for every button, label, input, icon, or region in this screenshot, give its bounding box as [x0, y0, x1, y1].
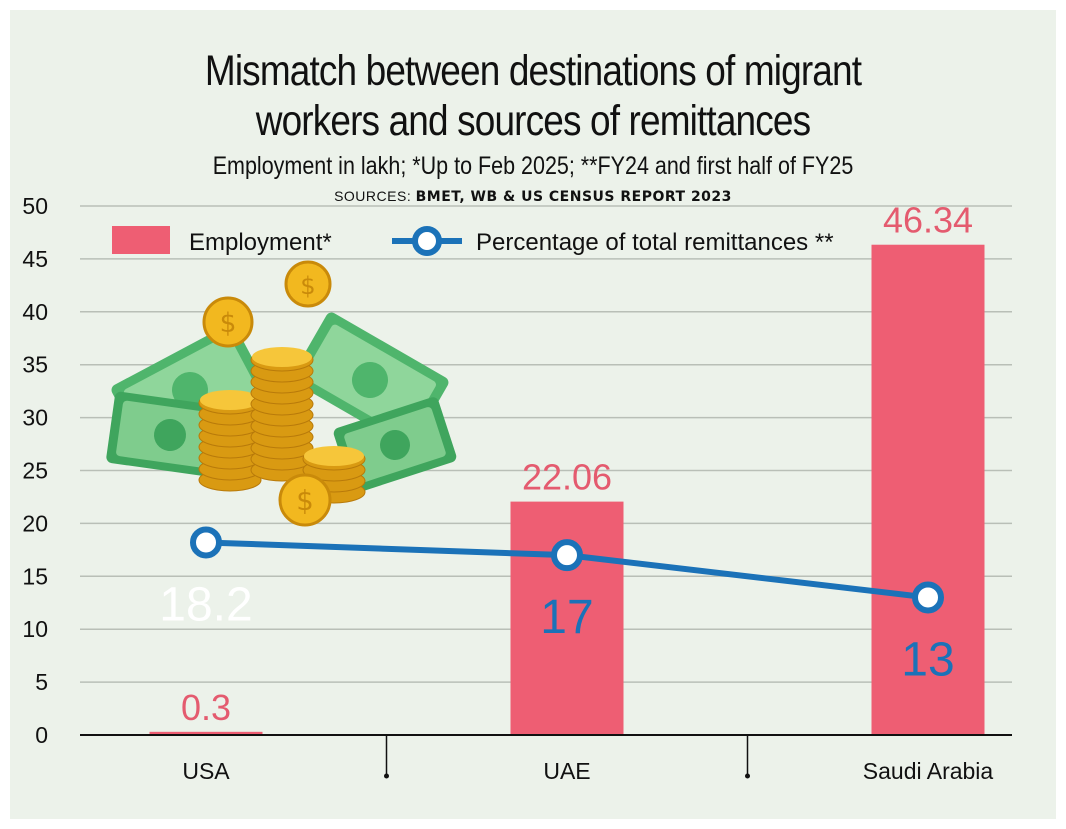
line-value-label: 17 — [540, 591, 593, 644]
title-line-1: Mismatch between destinations of migrant — [204, 47, 862, 95]
sources-names: BMET, WB & US CENSUS REPORT 2023 — [415, 189, 732, 205]
y-axis-ticks: 0 5 10 15 20 25 30 35 40 45 50 — [22, 193, 48, 748]
x-tick-label: UAE — [543, 758, 590, 784]
legend: Employment* Percentage of total remittan… — [112, 226, 834, 256]
bar-usa — [149, 731, 263, 735]
title-line-2: workers and sources of remittances — [255, 97, 811, 145]
y-tick-label: 45 — [22, 246, 48, 272]
y-tick-label: 15 — [22, 563, 48, 589]
line-value-label: 13 — [901, 633, 954, 686]
bar-value-labels: 0.3 22.06 46.34 — [181, 200, 973, 728]
y-tick-label: 20 — [22, 510, 48, 536]
x-axis-separator-dot — [384, 773, 389, 779]
chart-subtitle: Employment in lakh; *Up to Feb 2025; **F… — [212, 152, 854, 180]
coin-top — [252, 347, 312, 367]
legend-line-marker — [412, 226, 442, 256]
y-tick-label: 50 — [22, 193, 48, 219]
y-tick-label: 35 — [22, 352, 48, 378]
bar-series — [149, 244, 985, 736]
sources-note: SOURCES: BMET, WB & US CENSUS REPORT 202… — [0, 188, 1066, 205]
y-tick-label: 30 — [22, 405, 48, 431]
sources-prefix: SOURCES: — [334, 188, 416, 204]
y-tick-label: 25 — [22, 458, 48, 484]
line-point-uae — [551, 539, 583, 572]
bar-saudi-arabia — [871, 244, 985, 736]
coin — [278, 473, 332, 527]
bar-value-label: 46.34 — [883, 200, 973, 241]
legend-bar-label: Employment* — [189, 229, 332, 256]
x-tick-label: Saudi Arabia — [863, 758, 994, 784]
chart-title: Mismatch between destinations of migrant… — [126, 46, 940, 146]
x-axis: USA UAE Saudi Arabia — [80, 734, 1012, 784]
money-cash-coins-icon: $ $ $ — [106, 260, 457, 527]
line-series — [190, 526, 944, 614]
dollar-sign: $ — [220, 308, 237, 339]
x-axis-separator-dot — [745, 773, 750, 779]
y-tick-label: 40 — [22, 299, 48, 325]
legend-line-label: Percentage of total remittances ** — [476, 229, 834, 256]
line-point-saudi-arabia — [912, 581, 944, 614]
line-value-label: 18.2 — [159, 578, 252, 631]
line-value-labels: 18.2 17 13 — [159, 578, 954, 686]
legend-bar-swatch — [112, 226, 170, 254]
y-tick-label: 5 — [35, 669, 48, 695]
bar-value-label: 22.06 — [522, 457, 612, 498]
dollar-sign: $ — [300, 272, 315, 300]
x-tick-label: USA — [182, 758, 230, 784]
coin-top — [200, 390, 260, 410]
y-tick-label: 10 — [22, 616, 48, 642]
coin — [284, 260, 332, 308]
line-point-usa — [190, 526, 222, 559]
coin-top — [304, 446, 364, 466]
bar-value-label: 0.3 — [181, 687, 231, 728]
y-tick-label: 0 — [35, 722, 48, 748]
dollar-sign: $ — [296, 485, 314, 517]
coin — [202, 296, 254, 348]
